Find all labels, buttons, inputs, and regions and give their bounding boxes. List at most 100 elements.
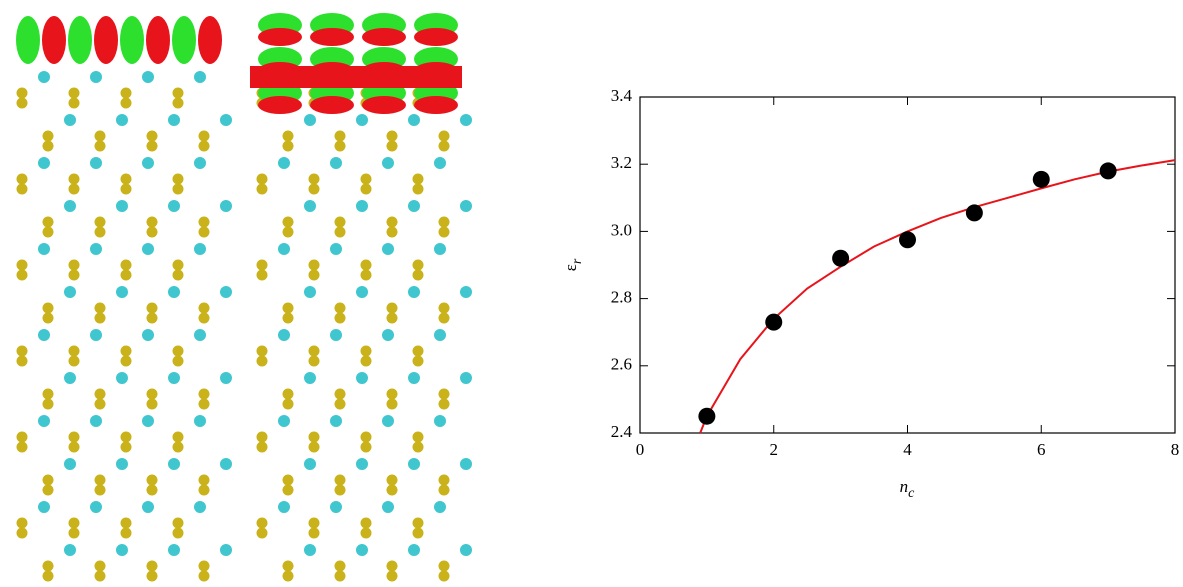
atom-a (361, 346, 372, 357)
atom-a (17, 88, 28, 99)
atom-s (330, 415, 342, 427)
atom-a (69, 174, 80, 185)
orbital-lobe (258, 28, 302, 46)
data-point (966, 204, 983, 221)
data-point (1100, 162, 1117, 179)
atom-s (356, 372, 368, 384)
atom-s (194, 415, 206, 427)
atom-a (121, 356, 132, 367)
x-tick-label: 2 (770, 440, 779, 459)
atom-a (283, 485, 294, 496)
atom-a (43, 399, 54, 410)
atom-a (199, 313, 210, 324)
atom-a (413, 270, 424, 281)
y-tick-label: 2.4 (611, 422, 633, 441)
x-tick-label: 0 (636, 440, 645, 459)
atom-s (38, 501, 50, 513)
atom-a (69, 88, 80, 99)
atom-a (95, 561, 106, 572)
atom-s (304, 114, 316, 126)
atom-a (199, 227, 210, 238)
atom-s (434, 501, 446, 513)
atom-a (147, 475, 158, 486)
atom-a (199, 475, 210, 486)
atom-s (382, 157, 394, 169)
orbital-lobe (258, 96, 302, 114)
y-tick-label: 2.6 (611, 355, 632, 374)
atom-s (434, 415, 446, 427)
atom-a (257, 528, 268, 539)
atom-s (90, 157, 102, 169)
atom-s (220, 458, 232, 470)
atom-a (43, 485, 54, 496)
atom-a (413, 184, 424, 195)
atom-a (413, 346, 424, 357)
atom-a (17, 528, 28, 539)
atom-a (69, 518, 80, 529)
atom-a (95, 571, 106, 582)
atom-a (43, 389, 54, 400)
orbital-lobe (362, 96, 406, 114)
atom-s (408, 114, 420, 126)
atom-a (283, 303, 294, 314)
atom-s (356, 286, 368, 298)
atom-s (64, 114, 76, 126)
atom-a (387, 571, 398, 582)
atom-a (387, 227, 398, 238)
atom-a (413, 432, 424, 443)
atom-a (439, 571, 450, 582)
atom-s (278, 157, 290, 169)
atom-a (361, 174, 372, 185)
atom-a (43, 475, 54, 486)
atom-s (168, 286, 180, 298)
atom-a (361, 184, 372, 195)
atom-a (121, 260, 132, 271)
atom-a (335, 131, 346, 142)
atom-a (121, 270, 132, 281)
atom-a (147, 217, 158, 228)
orbital-lobe (362, 28, 406, 46)
atom-a (283, 475, 294, 486)
atom-s (460, 372, 472, 384)
atom-s (356, 458, 368, 470)
atom-s (278, 501, 290, 513)
atom-s (408, 372, 420, 384)
atom-a (335, 475, 346, 486)
atom-s (220, 544, 232, 556)
atom-s (434, 157, 446, 169)
atom-s (116, 200, 128, 212)
atom-s (64, 200, 76, 212)
atom-a (283, 217, 294, 228)
atom-s (382, 243, 394, 255)
atom-s (408, 544, 420, 556)
atom-a (309, 174, 320, 185)
atom-a (439, 475, 450, 486)
atom-s (142, 243, 154, 255)
atom-a (147, 485, 158, 496)
plot-frame (640, 97, 1175, 433)
atom-s (142, 71, 154, 83)
atom-s (194, 243, 206, 255)
atom-a (309, 260, 320, 271)
atom-a (121, 528, 132, 539)
atom-a (335, 313, 346, 324)
atom-s (64, 544, 76, 556)
atom-a (121, 518, 132, 529)
atom-s (220, 200, 232, 212)
atom-a (95, 313, 106, 324)
atom-a (69, 528, 80, 539)
atom-a (413, 442, 424, 453)
atom-a (43, 131, 54, 142)
atom-a (413, 356, 424, 367)
atom-a (439, 399, 450, 410)
atom-s (278, 329, 290, 341)
atom-s (90, 71, 102, 83)
atom-a (309, 528, 320, 539)
atom-s (168, 544, 180, 556)
atom-s (194, 157, 206, 169)
atom-a (43, 571, 54, 582)
atom-a (173, 270, 184, 281)
atom-a (95, 485, 106, 496)
atom-a (361, 432, 372, 443)
y-tick-label: 2.8 (611, 288, 632, 307)
